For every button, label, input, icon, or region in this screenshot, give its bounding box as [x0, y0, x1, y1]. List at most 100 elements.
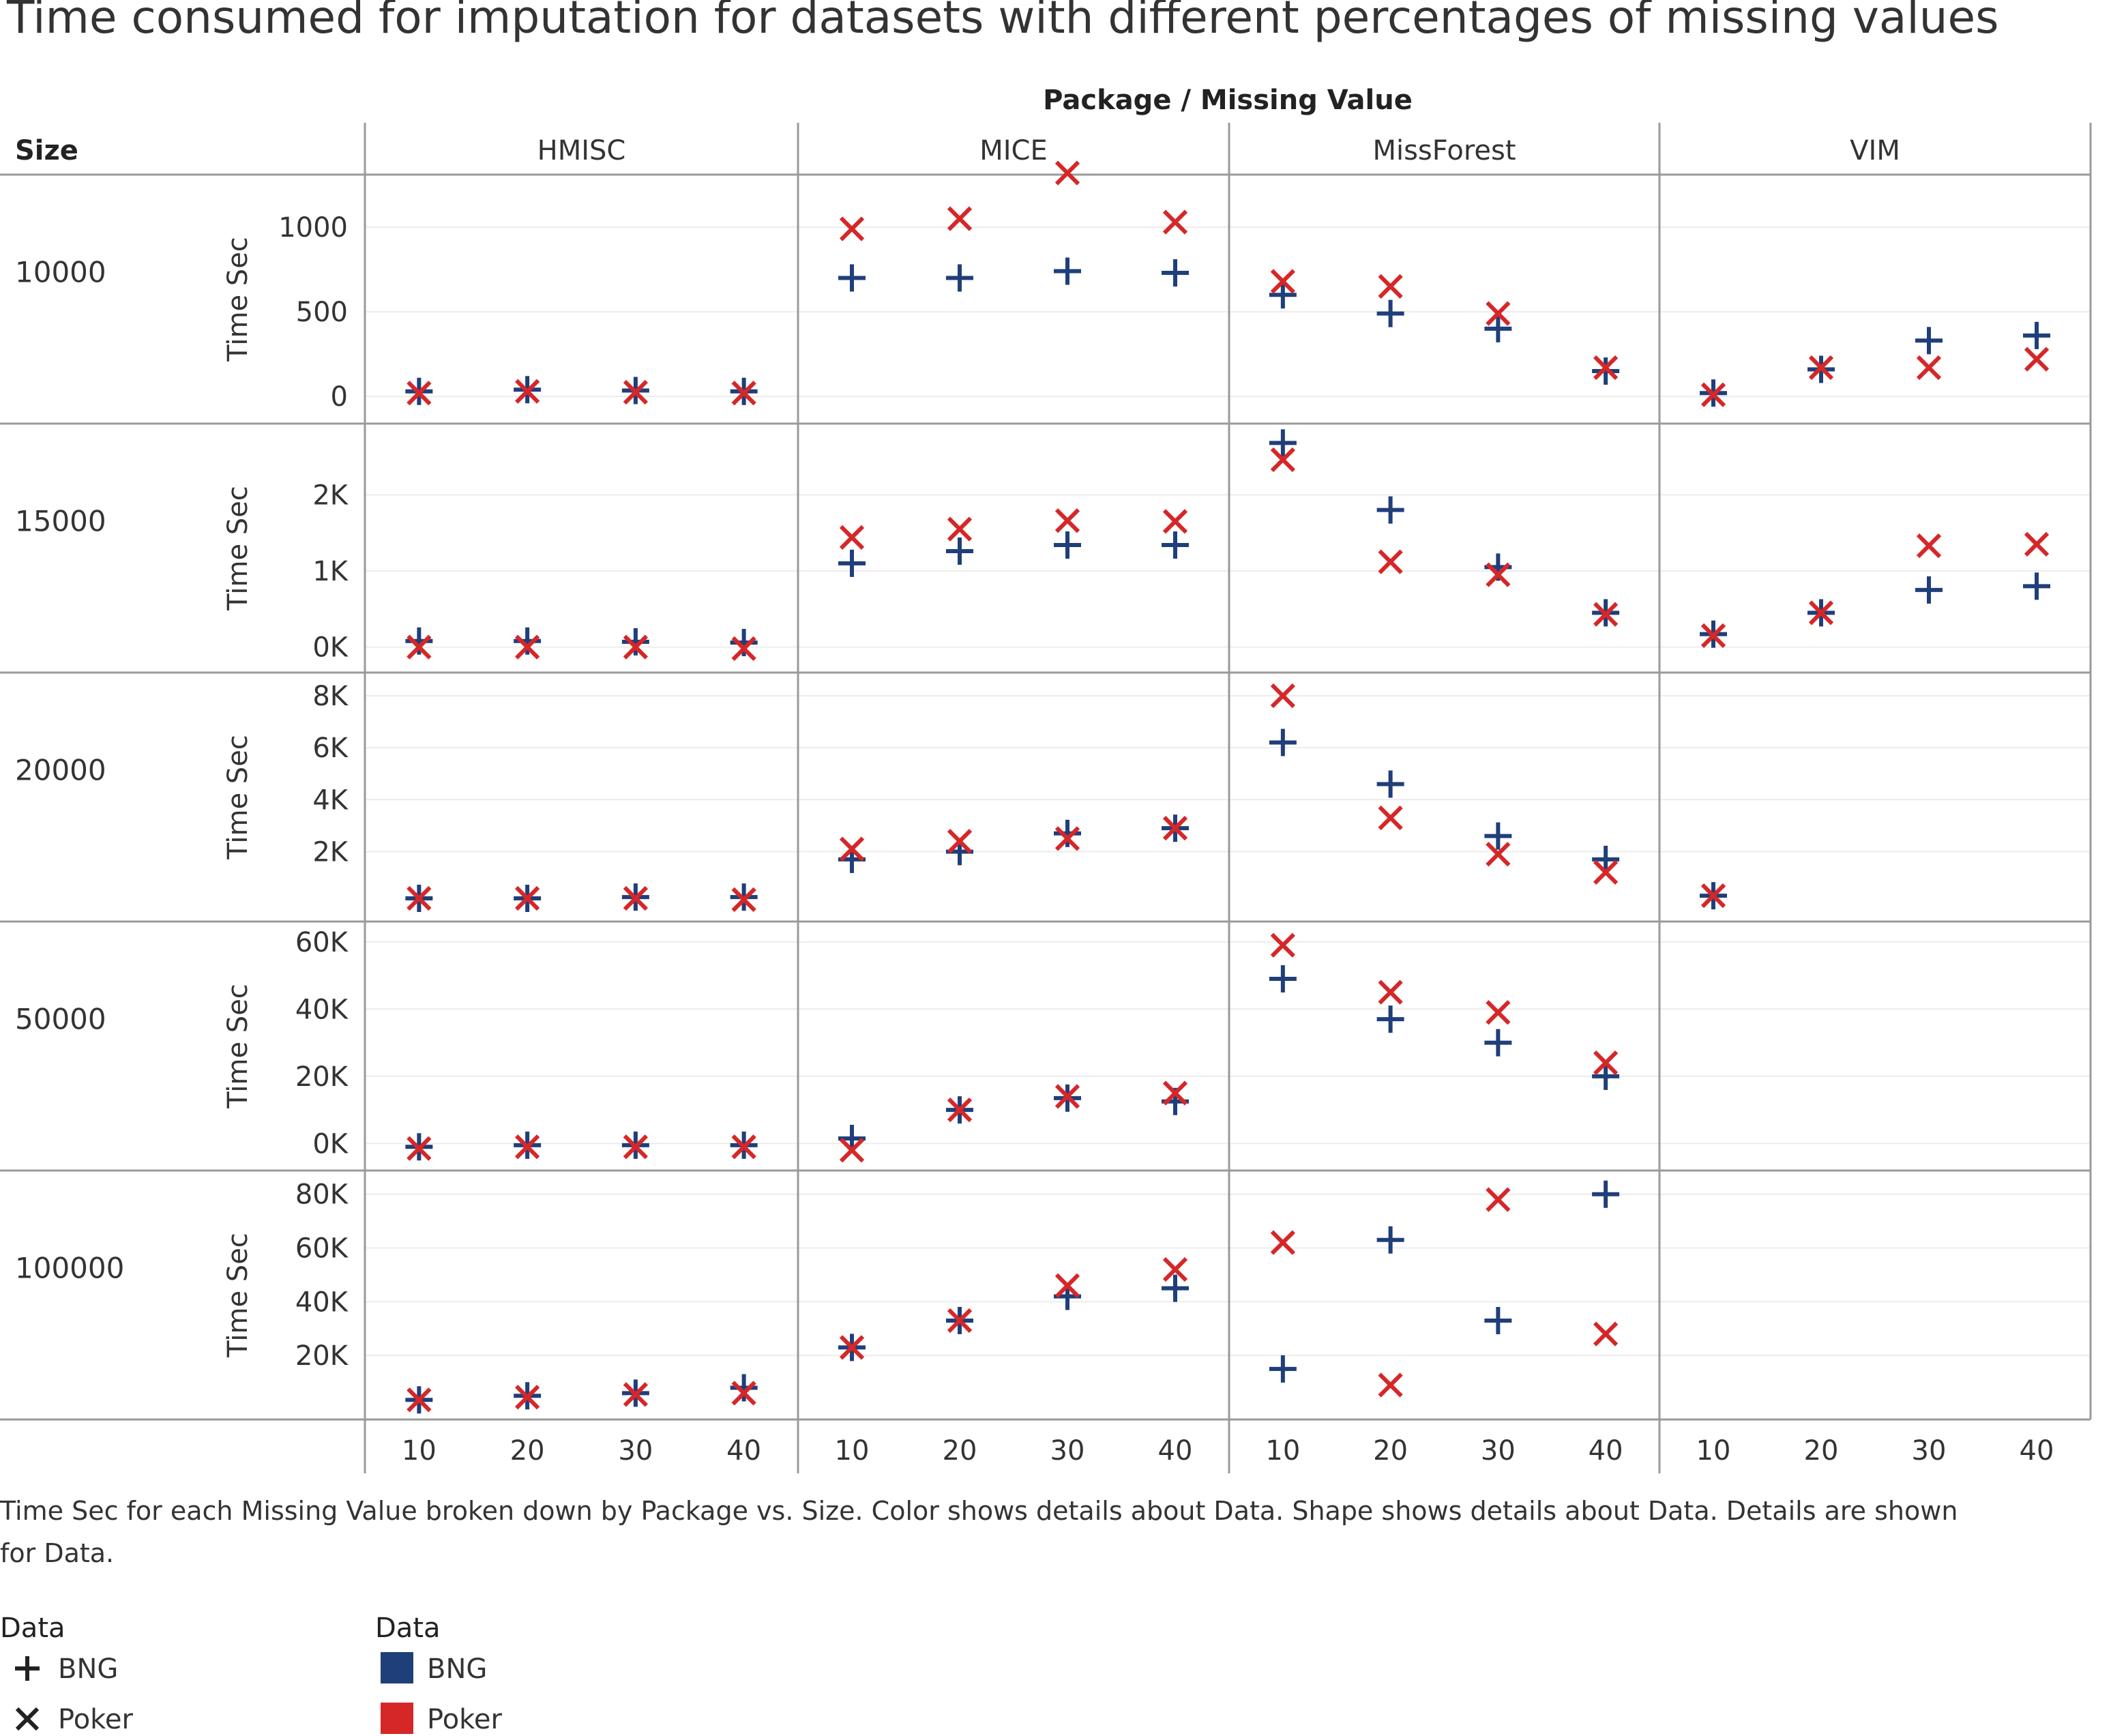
x-tick-label: 30: [618, 1435, 653, 1467]
point-bng: [1484, 822, 1512, 850]
point-poker: [1378, 805, 1403, 831]
point-poker: [1270, 269, 1295, 294]
point-poker: [1486, 301, 1511, 326]
point-poker: [839, 1138, 865, 1163]
point-bng: [838, 549, 866, 577]
point-poker: [1808, 355, 1834, 381]
x-tick-label: 10: [1696, 1435, 1731, 1467]
x-tick-label: 30: [1481, 1435, 1516, 1467]
point-bng: [1269, 281, 1297, 309]
y-axis-label: Time Sec: [222, 1233, 254, 1358]
point-poker: [1593, 355, 1619, 381]
point-bng: [405, 627, 433, 655]
size-label-100000: 100000: [15, 1252, 124, 1285]
point-poker: [1054, 1084, 1080, 1109]
point-poker: [1486, 842, 1511, 867]
mark-layer: [405, 160, 2050, 1414]
point-poker: [1270, 1230, 1295, 1255]
caption-line-1: Time Sec for each Missing Value broken d…: [0, 1496, 1958, 1526]
point-bng: [2023, 321, 2050, 349]
point-poker: [1054, 160, 1080, 186]
point-poker: [1916, 533, 1942, 559]
legend-shape-label: BNG: [58, 1653, 118, 1685]
point-poker: [1700, 623, 1726, 649]
y-tick-label: 500: [296, 297, 348, 328]
y-tick-label: 20K: [295, 1061, 349, 1093]
x-tick-label: 20: [510, 1435, 545, 1467]
point-bng: [1376, 299, 1404, 327]
point-bng: [1484, 314, 1512, 342]
point-poker: [1378, 549, 1403, 574]
point-poker: [839, 525, 865, 550]
point-poker: [1486, 1187, 1511, 1212]
x-tick-label: 20: [1804, 1435, 1839, 1467]
point-bng: [1054, 257, 1081, 285]
y-tick-label: 40K: [295, 1286, 349, 1318]
point-bng: [1592, 1062, 1620, 1090]
point-bng: [1054, 819, 1081, 847]
y-axis-label: Time Sec: [222, 735, 254, 860]
point-poker: [839, 216, 865, 241]
column-header: Package / Missing Value: [1043, 85, 1413, 116]
point-poker: [1378, 980, 1403, 1005]
point-poker: [1162, 209, 1188, 235]
point-poker: [623, 379, 648, 405]
point-poker: [947, 1308, 973, 1334]
point-bng: [514, 627, 542, 655]
point-poker: [407, 1136, 432, 1161]
point-poker: [1593, 1050, 1619, 1076]
point-poker: [731, 636, 756, 662]
row-header: Size: [15, 135, 78, 166]
point-poker: [515, 379, 540, 404]
point-bng: [1162, 531, 1189, 559]
size-label-15000: 15000: [15, 505, 106, 538]
point-bng: [1592, 845, 1620, 873]
point-poker: [1162, 509, 1188, 534]
x-tick-label: 40: [2020, 1435, 2054, 1467]
point-poker: [1270, 932, 1295, 958]
y-axis-label: Time Sec: [222, 237, 254, 362]
point-poker: [515, 885, 540, 911]
point-poker: [1270, 683, 1295, 709]
point-poker: [623, 634, 648, 660]
frame-layer: [0, 123, 2092, 1473]
point-poker: [1162, 816, 1188, 841]
x-tick-label: 20: [1373, 1435, 1408, 1467]
x-tick-label: 40: [1589, 1435, 1623, 1467]
legend-color-label: Poker: [427, 1704, 503, 1735]
point-poker: [1378, 274, 1403, 299]
y-tick-label: 60K: [295, 927, 349, 958]
size-label-50000: 50000: [15, 1003, 106, 1036]
point-poker: [623, 1382, 648, 1407]
point-bng: [1915, 576, 1943, 604]
y-tick-label: 1K: [312, 556, 349, 587]
x-tick-label: 40: [726, 1435, 761, 1467]
x-tick-label: 30: [1912, 1435, 1947, 1467]
point-poker: [623, 1134, 648, 1160]
point-poker: [1486, 1000, 1511, 1025]
point-poker: [947, 1097, 973, 1123]
y-tick-label: 80K: [295, 1179, 349, 1211]
point-bng: [1376, 1005, 1404, 1033]
y-tick-label: 6K: [312, 733, 349, 764]
point-poker: [1486, 562, 1511, 587]
point-poker: [407, 1387, 432, 1413]
point-poker: [1378, 1372, 1403, 1398]
label-layer: HMISC MICE MissForest VIM 10 20 30 40 10 20 30 40 10…: [15, 135, 2054, 1467]
point-poker: [731, 887, 756, 912]
point-poker: [947, 516, 973, 542]
point-poker: [515, 634, 540, 660]
y-tick-label: 4K: [312, 784, 349, 816]
grid-layer: [365, 226, 2091, 1357]
point-poker: [1270, 447, 1295, 473]
point-bng: [1269, 965, 1297, 992]
chart-title: Time consumed for imputation for dataset…: [6, 0, 1999, 44]
point-poker: [2024, 531, 2050, 557]
legend-color-title: Data: [375, 1613, 441, 1644]
x-tick-label: 10: [835, 1435, 870, 1467]
x-tick-label: 20: [943, 1435, 977, 1467]
x-tick-label: 10: [1265, 1435, 1300, 1467]
point-bng: [946, 537, 973, 565]
y-tick-label: 0K: [312, 632, 349, 664]
